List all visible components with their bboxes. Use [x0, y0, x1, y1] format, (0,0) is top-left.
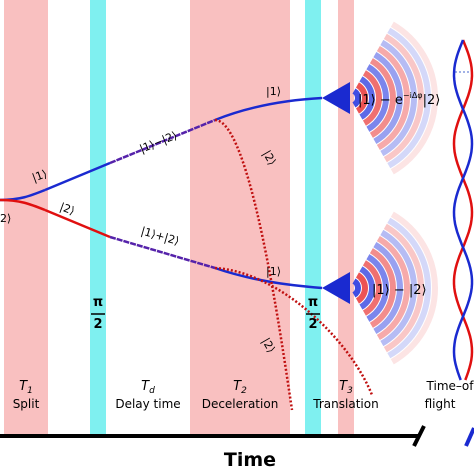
tof-label: flight: [425, 397, 456, 411]
wave-arc: [362, 70, 382, 126]
upper-dropped: [214, 118, 294, 411]
bands: [4, 0, 354, 435]
axis-label: Time: [224, 449, 276, 471]
pulse-band: [305, 0, 321, 435]
state-text: |2⟩: [423, 93, 441, 108]
state-label: |1⟩ − |2⟩: [372, 283, 427, 298]
stage-symbol: T2: [233, 379, 247, 396]
lower-arm: [44, 208, 111, 239]
wave-arc: [362, 260, 382, 316]
wave-arc: [376, 45, 410, 151]
wave-arc: [366, 254, 389, 322]
state-label: |1⟩: [30, 167, 49, 184]
upper-arm: [44, 161, 111, 192]
state-label: |1⟩ − e−iΔφ|2⟩: [358, 91, 440, 108]
wave-arc: [359, 266, 375, 310]
stage-symbol: T3: [339, 379, 353, 396]
lower-arm: [0, 198, 46, 212]
wave-arc: [390, 211, 438, 365]
wave-arc: [380, 229, 417, 347]
wave-arc: [366, 64, 389, 132]
wave-arc: [380, 39, 417, 157]
stage-subscript: 1: [27, 386, 33, 396]
wave-arc: [387, 27, 431, 169]
pulse-band: [90, 0, 106, 435]
waves: [352, 21, 438, 365]
stage-symbol-letter: T: [339, 379, 348, 394]
time-axis: Time: [0, 425, 474, 471]
pulse-num: π: [308, 295, 318, 310]
stage-symbol: T1: [19, 379, 33, 396]
state-label: |1⟩: [266, 85, 281, 98]
state-label: |2⟩: [58, 200, 77, 217]
split-band: [4, 0, 48, 435]
fringe-blue: [452, 39, 474, 381]
state-label: |1⟩−|2⟩: [138, 129, 179, 156]
wave-arc: [376, 235, 410, 341]
wave-arc: [383, 223, 424, 353]
upper-arm-superposition: [109, 118, 216, 165]
stage-subscript: 2: [241, 386, 247, 396]
stage-subscript: d: [149, 386, 155, 396]
state-text: |1⟩ − e: [358, 93, 403, 108]
pulse-den: 2: [308, 317, 317, 332]
stage-symbol-letter: T: [19, 379, 28, 394]
tof-fringes: [452, 39, 474, 381]
wave-arc: [359, 76, 375, 120]
fringe-red: [452, 39, 474, 381]
stage-name: Split: [13, 397, 40, 411]
wave-arc: [352, 278, 361, 298]
wave-arc: [355, 272, 368, 304]
wave-arc: [369, 58, 396, 138]
axis-break: [412, 425, 426, 447]
state-label: 2⟩: [0, 212, 11, 225]
stage-symbol: Td: [141, 379, 155, 396]
stage-symbol-letter: T: [233, 379, 242, 394]
wave-arc: [373, 242, 403, 334]
wave-arc: [352, 88, 361, 108]
tof-label: Time–of: [426, 379, 474, 393]
translation-band: [338, 0, 354, 435]
state-exponent: −iΔφ: [403, 91, 423, 100]
state-label: |2⟩: [260, 148, 279, 167]
pulse-num: π: [93, 295, 103, 310]
lower-cone: [322, 272, 350, 304]
stage-labels: T1 Split Td Delay time T2 Deceleration T…: [13, 379, 474, 411]
wave-arc: [387, 217, 431, 359]
lower-dropped: [214, 266, 374, 396]
stage-name: Delay time: [115, 397, 180, 411]
trajectories: [0, 82, 374, 411]
deceleration-band: [190, 0, 290, 435]
wave-arc: [369, 248, 396, 328]
stage-subscript: 3: [347, 386, 353, 396]
stage-name: Translation: [312, 397, 378, 411]
lower-arm-superposition: [109, 235, 216, 270]
upper-kept: [214, 96, 323, 122]
upper-cone: [322, 82, 350, 114]
stage-symbol-letter: T: [141, 379, 150, 394]
state-label: |1⟩+|2⟩: [139, 225, 180, 248]
state-label: |2⟩: [259, 336, 278, 355]
pulse-labels: π 2 π 2: [91, 295, 320, 332]
wave-arc: [383, 33, 424, 163]
wave-arc: [355, 82, 368, 114]
wave-arc: [373, 52, 403, 144]
state-label: |1⟩: [266, 265, 281, 278]
stage-name: Deceleration: [202, 397, 279, 411]
pulse-den: 2: [93, 317, 102, 332]
lower-kept: [214, 266, 323, 290]
wave-arc: [390, 21, 438, 175]
axis-arrow: [464, 427, 474, 447]
